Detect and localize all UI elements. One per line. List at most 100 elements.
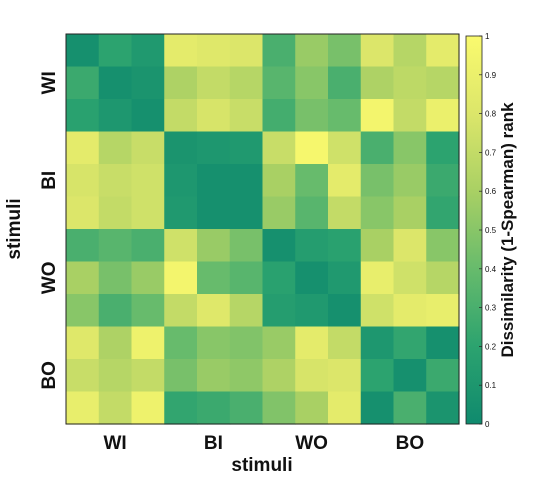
heatmap-cell bbox=[262, 391, 296, 425]
colorbar-tick-label: 0.2 bbox=[485, 342, 497, 351]
heatmap-cell bbox=[98, 131, 133, 165]
heatmap-cell bbox=[393, 229, 427, 263]
heatmap-cell bbox=[98, 359, 133, 393]
heatmap-cell bbox=[295, 261, 329, 295]
heatmap-cell bbox=[262, 229, 296, 263]
heatmap-cell bbox=[197, 391, 231, 425]
y-tick-label: WO bbox=[39, 261, 60, 294]
heatmap-cell bbox=[393, 261, 427, 295]
heatmap-cell bbox=[295, 294, 329, 328]
colorbar-tick-label: 0.1 bbox=[485, 381, 497, 390]
x-tick-labels: WI BI WO BO bbox=[103, 433, 424, 454]
heatmap-cell bbox=[164, 131, 198, 165]
heatmap-cell bbox=[328, 326, 362, 360]
heatmap-cell bbox=[262, 294, 296, 328]
heatmap-cell bbox=[229, 261, 264, 295]
heatmap-cell bbox=[98, 391, 133, 425]
heatmap-cell bbox=[98, 66, 133, 100]
heatmap-cell bbox=[262, 196, 296, 230]
colorbar-tick-label: 0.5 bbox=[485, 226, 497, 235]
heatmap-cell bbox=[164, 326, 198, 360]
plot-frame bbox=[65, 33, 460, 425]
heatmap-cell bbox=[328, 294, 362, 328]
heatmap-cell bbox=[426, 229, 460, 263]
heatmap-cell bbox=[131, 359, 165, 393]
heatmap-cell bbox=[197, 261, 231, 295]
heatmap-cell bbox=[295, 326, 329, 360]
colorbar-tick-label: 0 bbox=[485, 420, 490, 429]
heatmap-cell bbox=[131, 164, 165, 198]
heatmap-cell bbox=[66, 359, 100, 393]
heatmap-cell bbox=[66, 391, 100, 425]
colorbar-tick-label: 0.3 bbox=[485, 304, 497, 313]
heatmap-cell bbox=[393, 294, 427, 328]
colorbar-tick-label: 0.9 bbox=[485, 71, 497, 80]
heatmap-cell bbox=[197, 131, 231, 165]
heatmap-cell bbox=[262, 261, 296, 295]
heatmap-cell bbox=[426, 391, 460, 425]
heatmap-cell bbox=[295, 99, 329, 133]
heatmap-cell bbox=[426, 99, 460, 133]
heatmap-cell bbox=[295, 359, 329, 393]
heatmap-cell bbox=[393, 34, 427, 68]
heatmap-cell bbox=[66, 131, 100, 165]
heatmap-cell bbox=[164, 391, 198, 425]
heatmap-cell bbox=[393, 164, 427, 198]
heatmap-cell bbox=[295, 164, 329, 198]
heatmap-cell bbox=[262, 326, 296, 360]
heatmap-cell bbox=[360, 34, 395, 68]
heatmap-cell bbox=[262, 359, 296, 393]
heatmap-cell bbox=[197, 66, 231, 100]
heatmap-cell bbox=[328, 359, 362, 393]
heatmap-cell bbox=[360, 261, 395, 295]
heatmap-cell bbox=[295, 229, 329, 263]
heatmap-cell bbox=[131, 66, 165, 100]
heatmap-cell bbox=[98, 229, 133, 263]
y-axis-label: stimuli bbox=[4, 198, 25, 259]
heatmap-cell bbox=[229, 359, 264, 393]
heatmap-cell bbox=[295, 66, 329, 100]
heatmap-cell bbox=[360, 66, 395, 100]
heatmap-cell bbox=[164, 261, 198, 295]
heatmap-cell bbox=[197, 99, 231, 133]
heatmap-cells bbox=[66, 34, 460, 425]
heatmap-cell bbox=[262, 164, 296, 198]
heatmap-cell bbox=[295, 34, 329, 68]
heatmap-cell bbox=[197, 294, 231, 328]
heatmap-cell bbox=[131, 34, 165, 68]
heatmap-cell bbox=[360, 99, 395, 133]
heatmap-cell bbox=[98, 164, 133, 198]
heatmap-cell bbox=[229, 294, 264, 328]
heatmap-cell bbox=[131, 229, 165, 263]
heatmap-cell bbox=[229, 131, 264, 165]
heatmap-cell bbox=[295, 391, 329, 425]
heatmap-cell bbox=[229, 34, 264, 68]
heatmap-cell bbox=[393, 66, 427, 100]
heatmap-cell bbox=[66, 196, 100, 230]
heatmap-cell bbox=[328, 99, 362, 133]
heatmap-cell bbox=[164, 359, 198, 393]
heatmap-cell bbox=[66, 294, 100, 328]
heatmap-cell bbox=[131, 261, 165, 295]
heatmap-cell bbox=[360, 164, 395, 198]
heatmap-cell bbox=[66, 261, 100, 295]
heatmap-cell bbox=[197, 326, 231, 360]
heatmap-cell bbox=[426, 261, 460, 295]
heatmap-cell bbox=[164, 34, 198, 68]
heatmap-cell bbox=[98, 326, 133, 360]
heatmap-cell bbox=[66, 326, 100, 360]
heatmap-cell bbox=[66, 164, 100, 198]
heatmap-cell bbox=[393, 99, 427, 133]
heatmap-cell bbox=[131, 391, 165, 425]
heatmap-cell bbox=[98, 99, 133, 133]
heatmap-cell bbox=[131, 131, 165, 165]
heatmap-cell bbox=[426, 66, 460, 100]
heatmap-cell bbox=[131, 99, 165, 133]
heatmap-cell bbox=[426, 131, 460, 165]
heatmap-cell bbox=[295, 196, 329, 230]
y-tick-label: BO bbox=[39, 361, 60, 390]
heatmap-cell bbox=[229, 99, 264, 133]
colorbar-tick-label: 0.7 bbox=[485, 148, 497, 157]
heatmap-cell bbox=[360, 359, 395, 393]
heatmap-cell bbox=[131, 196, 165, 230]
